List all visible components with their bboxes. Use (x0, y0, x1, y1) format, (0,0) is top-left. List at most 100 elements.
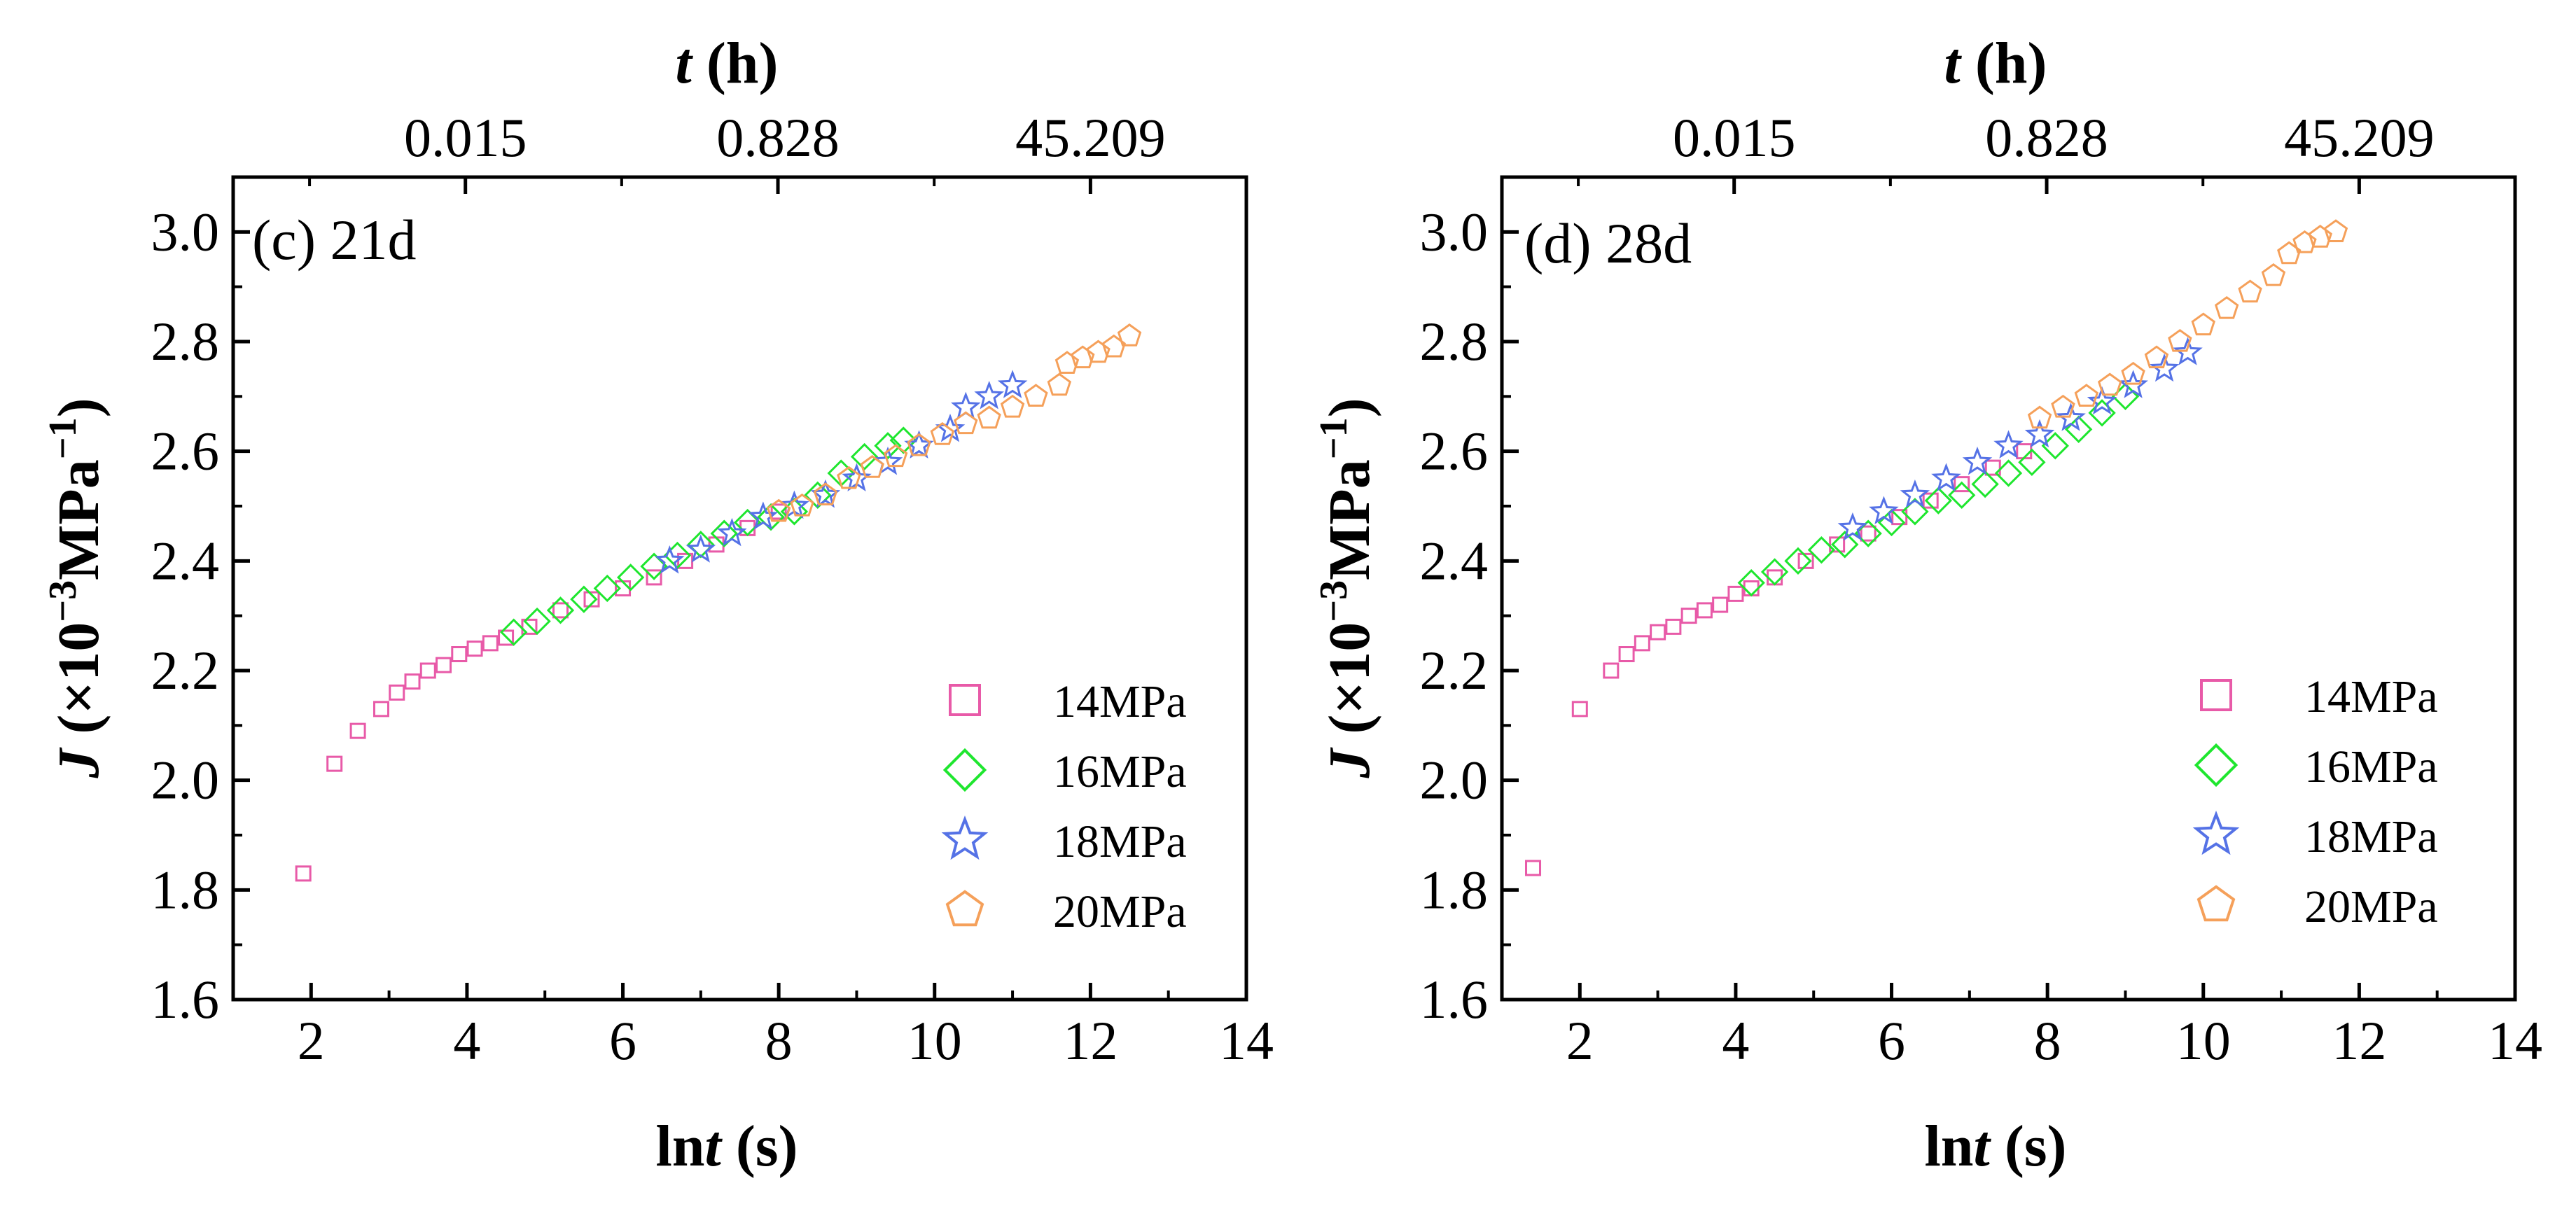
data-point-20MPa (2238, 279, 2262, 303)
data-point-20MPa (837, 465, 861, 489)
y-tick-label: 1.6 (1420, 969, 1489, 1030)
data-point-16MPa (710, 519, 738, 547)
data-point-14MPa (349, 722, 366, 739)
data-point-14MPa (1743, 580, 1760, 596)
chart-panel-21d: 2 4 6 8 10 12 14 1.6 1.8 2.0 2.2 2.4 2.6 2.8 3.0 0.01… (41, 31, 1274, 1179)
data-point-20MPa (790, 493, 814, 517)
data-point-20MPa (930, 422, 955, 445)
data-point-20MPa (2097, 372, 2122, 396)
legend-marker-14MPa (949, 684, 981, 716)
data-point-18MPa (685, 534, 716, 563)
data-point-14MPa (466, 640, 483, 657)
legend-label: 14MPa (2304, 671, 2438, 722)
data-point-16MPa (1948, 481, 1976, 510)
data-point-14MPa (1650, 624, 1666, 640)
legend-marker-14MPa (2200, 679, 2232, 711)
top-x-axis-title: t (h) (675, 31, 778, 96)
data-point-20MPa (1000, 394, 1025, 418)
legend-label: 16MPa (2304, 741, 2438, 792)
top-x-tick-label: 0.828 (1985, 107, 2108, 168)
data-point-14MPa (436, 657, 452, 673)
x-tick-label: 6 (609, 1010, 636, 1071)
data-point-18MPa (748, 501, 779, 530)
y-tick-label: 1.8 (151, 859, 220, 920)
x-tick-label: 4 (1722, 1010, 1749, 1071)
data-point-14MPa (646, 569, 662, 586)
data-point-14MPa (1984, 459, 2001, 476)
top-x-tick-label: 0.828 (716, 107, 840, 168)
data-point-16MPa (889, 426, 917, 454)
data-point-16MPa (757, 503, 785, 531)
data-point-14MPa (583, 591, 600, 608)
data-point-14MPa (1712, 596, 1729, 613)
data-point-18MPa (1931, 463, 1961, 491)
data-point-14MPa (295, 865, 312, 882)
panel-label: (d) 28d (1524, 211, 1692, 275)
data-point-20MPa (1071, 345, 1095, 369)
y-tick-label: 1.8 (1420, 859, 1489, 920)
data-point-16MPa (733, 508, 762, 537)
data-point-16MPa (523, 607, 551, 636)
data-point-20MPa (813, 482, 838, 505)
legend-label: 20MPa (2304, 881, 2438, 932)
data-point-20MPa (2144, 345, 2169, 369)
data-point-18MPa (951, 391, 981, 421)
y-tick-label: 2.4 (1420, 530, 1489, 591)
plot-frame (231, 175, 1248, 1002)
data-point-14MPa (2016, 443, 2033, 460)
data-point-18MPa (1900, 479, 1930, 508)
y-tick-label: 2.2 (1420, 640, 1489, 701)
data-point-14MPa (1891, 509, 1908, 526)
data-point-18MPa (974, 380, 1004, 410)
y-tick-label: 3.0 (1420, 201, 1489, 262)
data-point-18MPa (2118, 370, 2148, 398)
data-point-14MPa (404, 673, 421, 690)
data-point-20MPa (954, 411, 978, 435)
data-point-14MPa (419, 662, 436, 679)
data-point-16MPa (1831, 531, 1859, 559)
plot-frame (1500, 175, 2517, 1002)
data-point-18MPa (2173, 337, 2203, 365)
x-tick-label: 12 (2332, 1010, 2386, 1071)
data-point-14MPa (1797, 552, 1814, 569)
bottom-x-ticks: 2 4 6 8 10 12 14 (232, 983, 1274, 1071)
data-point-14MPa (1618, 646, 1635, 662)
data-point-14MPa (1727, 585, 1744, 602)
data-point-16MPa (640, 552, 668, 580)
x-axis-title: lnt (s) (1924, 1114, 2066, 1179)
y-axis-title: J (×10−3MPa−1) (41, 398, 111, 778)
data-point-14MPa (1571, 701, 1588, 718)
legend-label: 18MPa (1053, 816, 1187, 867)
top-x-axis-title: t (h) (1944, 31, 2047, 96)
x-tick-label: 12 (1063, 1010, 1118, 1071)
data-point-20MPa (2051, 394, 2075, 418)
legend-marker-20MPa (2196, 885, 2236, 922)
data-point-16MPa (1737, 568, 1765, 597)
data-point-16MPa (2018, 448, 2046, 477)
legend-marker-20MPa (945, 890, 984, 927)
data-point-16MPa (2088, 399, 2116, 427)
y-tick-label: 3.0 (151, 201, 220, 262)
data-point-14MPa (1634, 635, 1650, 652)
data-point-14MPa (373, 701, 389, 718)
legend-label: 16MPa (1053, 746, 1187, 797)
data-point-18MPa (1869, 496, 1899, 524)
data-point-20MPa (1024, 384, 1048, 407)
data-point-16MPa (1784, 547, 1812, 575)
data-point-14MPa (389, 684, 405, 701)
y-tick-label: 2.8 (151, 311, 220, 372)
data-point-20MPa (860, 455, 884, 478)
data-point-20MPa (2027, 405, 2052, 429)
x-tick-label: 14 (1219, 1010, 1274, 1071)
data-point-14MPa (1665, 618, 1682, 635)
data-point-20MPa (2168, 328, 2192, 352)
x-axis-title: lnt (s) (655, 1114, 798, 1179)
data-point-16MPa (874, 432, 902, 460)
data-point-20MPa (2191, 312, 2215, 336)
data-point-14MPa (1603, 662, 1620, 679)
x-tick-label: 10 (907, 1010, 962, 1071)
top-x-tick-label: 45.209 (1015, 107, 1166, 168)
legend-marker-16MPa (942, 748, 987, 792)
data-point-18MPa (2087, 386, 2117, 415)
